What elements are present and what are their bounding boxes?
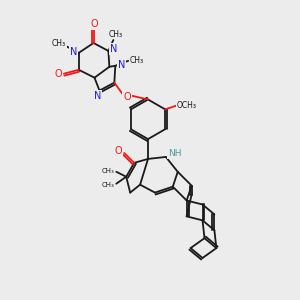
Text: CH₃: CH₃ (52, 38, 66, 47)
Text: O: O (91, 19, 98, 29)
Text: N: N (118, 60, 125, 70)
Text: O: O (54, 69, 62, 79)
Text: N: N (70, 47, 77, 57)
Text: OCH₃: OCH₃ (177, 101, 197, 110)
Text: N: N (94, 91, 101, 100)
Text: CH₃: CH₃ (130, 56, 144, 65)
Text: N: N (110, 44, 117, 54)
Text: O: O (123, 92, 131, 101)
Text: O: O (115, 146, 122, 156)
Text: NH: NH (168, 149, 182, 158)
Text: CH₃: CH₃ (102, 182, 115, 188)
Text: CH₃: CH₃ (102, 168, 115, 174)
Text: CH₃: CH₃ (108, 30, 122, 39)
